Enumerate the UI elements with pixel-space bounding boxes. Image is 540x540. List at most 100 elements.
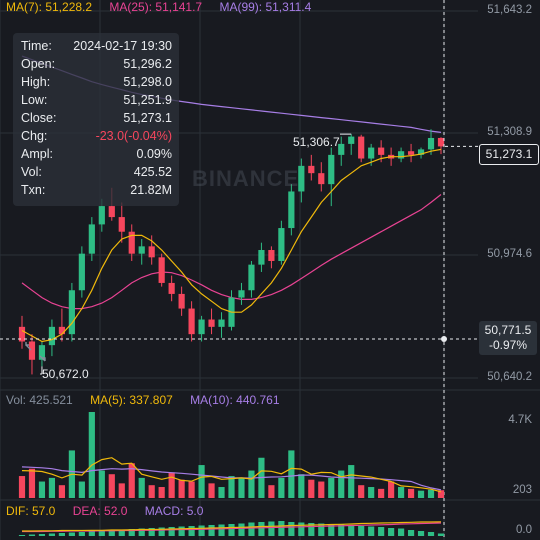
- macd-bar: [18, 535, 26, 536]
- macd-bar: [128, 529, 135, 536]
- volume-bar: [38, 481, 46, 498]
- macd-bar: [308, 523, 315, 536]
- volume-bar: [318, 481, 325, 498]
- volume-bar: [308, 479, 315, 498]
- vol-ma5-line: [21, 457, 442, 493]
- binance-watermark: BINANCE: [192, 166, 300, 191]
- volume-bar: [108, 474, 115, 498]
- macd-bar: [427, 532, 435, 536]
- macd-bar: [28, 534, 36, 536]
- candle-body: [368, 147, 375, 159]
- price-axis-label: 51,643.2: [487, 4, 532, 16]
- macd-bar: [88, 531, 95, 536]
- candle-body: [28, 341, 36, 360]
- macd-bar: [108, 530, 115, 536]
- crosshair-dot: [441, 336, 447, 342]
- price-axis-label: 50,974.6: [487, 248, 532, 260]
- ma7-line: [21, 148, 442, 343]
- candle-body: [358, 136, 365, 159]
- macd-bar: [118, 530, 125, 536]
- dif-line: [22, 521, 442, 532]
- candle-body: [108, 206, 115, 218]
- dif-legend: DIF: 57.0: [6, 504, 56, 518]
- candle-body: [208, 319, 215, 327]
- ma25-legend: MA(25): 51,141.7: [109, 0, 203, 14]
- volume-bar: [417, 490, 425, 498]
- tooltip-row: Time: 2024-02-17 19:30: [21, 39, 172, 53]
- macd-bar: [398, 528, 405, 536]
- tooltip-row: Close: 51,273.1: [21, 111, 172, 125]
- candle-body: [238, 290, 245, 298]
- macd-bar: [238, 523, 245, 536]
- macd-bar: [268, 521, 275, 536]
- macd-bar: [258, 522, 265, 536]
- macd-bar: [437, 533, 445, 536]
- main-legend: MA(7): 51,228.2 MA(25): 51,141.7 MA(99):…: [6, 0, 325, 14]
- candle-body: [18, 326, 26, 342]
- candle-body: [118, 217, 125, 232]
- tooltip-row: Open: 51,296.2: [21, 57, 172, 71]
- candle-body: [128, 231, 135, 254]
- volume-bar: [348, 465, 355, 498]
- macd-bar: [148, 528, 155, 536]
- volume-bar: [208, 483, 215, 498]
- volume-bar: [228, 476, 235, 498]
- candle-body: [298, 165, 305, 192]
- candle-body: [318, 173, 325, 185]
- volume-bar: [437, 490, 445, 498]
- candle-body: [218, 319, 225, 327]
- macd-bar: [178, 526, 185, 536]
- dea-line: [22, 522, 442, 533]
- candle-body: [48, 326, 56, 346]
- volume-bar: [78, 481, 85, 498]
- volume-bar: [218, 487, 225, 498]
- volume-bar: [28, 468, 36, 498]
- macd-bar: [38, 534, 46, 536]
- candle-body: [178, 293, 185, 309]
- vol-ma5-legend: MA(5): 337.807: [90, 393, 173, 407]
- crosshair-price-tag: 50,771.5 -0.97%: [479, 321, 537, 355]
- volume-bar: [118, 483, 125, 498]
- macd-bar: [368, 526, 375, 536]
- ma7-legend: MA(7): 51,228.2: [6, 0, 93, 14]
- ma99-legend: MA(99): 51,311.4: [219, 0, 312, 14]
- volume-bar: [178, 479, 185, 498]
- volume-bar: [58, 485, 65, 498]
- ohlc-tooltip: Time: 2024-02-17 19:30 Open: 51,296.2 High…: [13, 33, 179, 206]
- macd-bar: [68, 532, 75, 536]
- macd-bar: [298, 522, 305, 536]
- crosshair-price: 50,771.5: [484, 323, 532, 337]
- volume-bar: [288, 450, 295, 498]
- tooltip-row: High: 51,298.0: [21, 75, 172, 89]
- volume-legend: Vol: 425.521 MA(5): 337.807 MA(10): 440.…: [6, 393, 294, 407]
- candle-body: [248, 264, 255, 291]
- macd-bar: [358, 526, 365, 536]
- volume-axis-label: 4.7K: [508, 414, 532, 426]
- volume-bar: [248, 470, 255, 498]
- candle-body: [417, 149, 425, 155]
- macd-bar: [318, 523, 325, 536]
- tooltip-row: Chg: -23.0(-0.04%): [21, 129, 172, 143]
- macd-bar: [48, 533, 56, 536]
- candle-body: [328, 154, 335, 185]
- macd-bar: [168, 527, 175, 536]
- candle-body: [407, 151, 415, 155]
- macd-bar: [338, 524, 345, 536]
- candle-body: [78, 253, 85, 291]
- price-axis-label: 50,640.2: [487, 371, 532, 383]
- volume-bar: [328, 477, 335, 498]
- volume-bar: [48, 477, 56, 498]
- candle-body: [138, 246, 145, 254]
- volume-bar: [368, 487, 375, 498]
- candle-body: [398, 151, 405, 159]
- macd-bar: [378, 527, 385, 536]
- tooltip-row: Ampl: 0.09%: [21, 147, 172, 161]
- macd-bar: [78, 532, 85, 536]
- volume-bar: [268, 485, 275, 498]
- macd-axis-label: 0.0: [516, 524, 532, 536]
- volume-bar: [88, 412, 95, 498]
- macd-bar: [138, 528, 145, 536]
- macd-bar: [348, 525, 355, 536]
- candle-body: [198, 319, 205, 335]
